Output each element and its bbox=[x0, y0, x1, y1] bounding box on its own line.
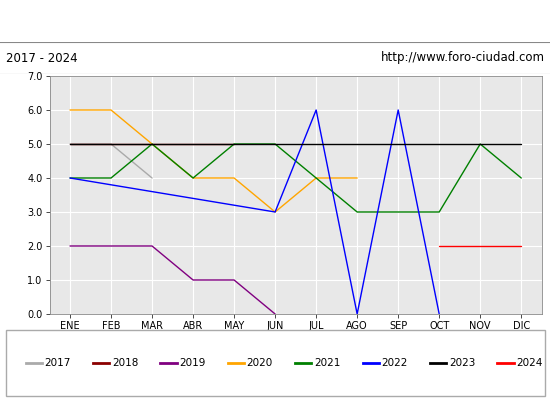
Text: 2018: 2018 bbox=[112, 358, 139, 368]
Text: 2020: 2020 bbox=[247, 358, 273, 368]
Text: http://www.foro-ciudad.com: http://www.foro-ciudad.com bbox=[381, 52, 544, 64]
Text: 2024: 2024 bbox=[516, 358, 543, 368]
Text: 2022: 2022 bbox=[382, 358, 408, 368]
Text: 2017: 2017 bbox=[45, 358, 71, 368]
Text: 2017 - 2024: 2017 - 2024 bbox=[6, 52, 77, 64]
Text: Evolucion del paro registrado en El Carrascalejo: Evolucion del paro registrado en El Carr… bbox=[100, 14, 450, 28]
Text: 2019: 2019 bbox=[179, 358, 206, 368]
Text: 2023: 2023 bbox=[449, 358, 475, 368]
Text: 2021: 2021 bbox=[314, 358, 340, 368]
